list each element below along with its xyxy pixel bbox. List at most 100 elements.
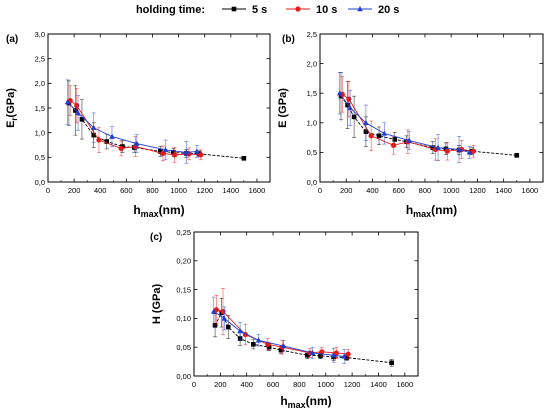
legend-label: 20 s	[378, 4, 399, 16]
y-tick-label: 1,0	[35, 128, 45, 137]
data-point	[346, 96, 352, 102]
data-point	[466, 149, 473, 155]
y-tick-label: 3,0	[35, 30, 45, 39]
x-tick-label: 200	[340, 186, 353, 195]
data-point	[435, 144, 441, 150]
x-tick-label: 1200	[196, 186, 213, 195]
panel-label: (a)	[6, 34, 18, 45]
legend-marker	[231, 6, 237, 12]
data-point	[118, 145, 124, 152]
x-tick-label: 600	[267, 380, 280, 389]
x-axis-label-main: h	[280, 394, 287, 408]
data-point	[79, 117, 85, 122]
series-10s	[339, 76, 477, 161]
y-tick-label: 0,0	[307, 178, 317, 187]
x-axis-label-unit: (nm)	[431, 203, 457, 217]
y-tick-label: 0,0	[35, 178, 45, 187]
chart-panel-a: (a) 0 200 400 600 800 1000 1200 1400 1600 0,0 0,5 1,…	[5, 30, 271, 219]
x-tick-label: 200	[68, 186, 81, 195]
x-tick-label: 1400	[495, 186, 512, 195]
series-20s	[336, 72, 473, 163]
y-tick-label: 0,25	[176, 228, 191, 237]
x-axis-label-main: h	[406, 203, 413, 217]
data-point	[75, 109, 81, 116]
panel-label: (b)	[282, 34, 295, 45]
data-point	[280, 343, 287, 349]
data-point	[162, 146, 169, 153]
x-tick-label: 0	[318, 186, 322, 195]
series-line	[67, 101, 197, 153]
y-axis-label-sub: r	[10, 117, 19, 120]
data-point	[255, 337, 262, 343]
data-point	[347, 105, 353, 111]
legend: holding time: 5 s 10 s 20 s	[136, 4, 399, 16]
data-point	[250, 342, 256, 347]
data-point	[319, 349, 325, 355]
data-point	[376, 133, 382, 139]
data-point	[210, 308, 217, 314]
data-point	[318, 353, 323, 359]
x-axis-label-unit: (nm)	[306, 394, 332, 408]
data-point	[96, 137, 102, 143]
y-tick-label: 1,5	[35, 104, 45, 113]
data-point	[330, 352, 337, 358]
data-point	[514, 153, 520, 158]
x-tick-label: 1000	[443, 186, 460, 195]
plot-frame	[47, 33, 271, 183]
legend-item: 20 s	[348, 4, 399, 16]
y-tick-label: 2,5	[35, 54, 45, 63]
y-tick-label: 2,0	[307, 59, 317, 68]
x-tick-label: 600	[120, 186, 133, 195]
x-tick-label: 400	[240, 380, 253, 389]
x-tick-label: 600	[392, 186, 405, 195]
data-point	[406, 137, 412, 143]
x-tick-label: 1600	[522, 186, 539, 195]
data-point	[237, 328, 243, 334]
plot-frame	[319, 33, 544, 183]
data-point	[278, 347, 284, 353]
data-point	[368, 133, 374, 139]
y-tick-label: 0,5	[307, 148, 317, 157]
data-point	[241, 156, 247, 161]
data-point	[158, 149, 163, 154]
y-tick-label: 0,00	[176, 372, 191, 381]
data-point	[225, 324, 231, 330]
data-point	[220, 308, 226, 315]
data-point	[90, 124, 97, 130]
y-axis-label-main: E	[5, 121, 17, 128]
data-point	[212, 323, 218, 328]
series-20s	[64, 79, 200, 164]
data-point	[341, 353, 348, 359]
data-point	[344, 355, 350, 360]
data-point	[172, 152, 178, 158]
data-point	[390, 142, 397, 148]
data-point	[221, 315, 228, 321]
data-point	[456, 146, 462, 152]
legend-title: holding time:	[136, 4, 205, 16]
legend-item: 10 s	[286, 4, 337, 16]
y-tick-label: 0,15	[176, 285, 191, 294]
x-axis-label: hmax(nm)	[280, 394, 331, 410]
x-axis-label: hmax(nm)	[406, 203, 457, 219]
series-line	[68, 102, 244, 159]
x-tick-label: 1600	[249, 186, 266, 195]
series-10s	[67, 85, 204, 163]
x-tick-label: 1400	[370, 380, 387, 389]
y-tick-label: 2,5	[307, 30, 317, 39]
x-tick-label: 800	[419, 186, 432, 195]
x-tick-label: 1200	[469, 186, 486, 195]
x-tick-label: 400	[94, 186, 107, 195]
data-point	[381, 130, 388, 136]
x-tick-label: 1200	[344, 380, 361, 389]
data-point	[134, 140, 140, 146]
y-axis-label-main: H (GPa)	[151, 283, 163, 324]
y-tick-label: 0,05	[176, 343, 191, 352]
legend-item: 5 s	[222, 4, 267, 16]
data-point	[443, 146, 449, 152]
chart-panel-b: (b) 0 200 400 600 800 1000 1200 1400 1600 0,0 0,5 1,…	[277, 30, 544, 219]
y-tick-label: 1,0	[307, 119, 317, 128]
data-point	[171, 150, 176, 155]
data-point	[104, 139, 110, 144]
legend-label: 10 s	[316, 4, 337, 16]
